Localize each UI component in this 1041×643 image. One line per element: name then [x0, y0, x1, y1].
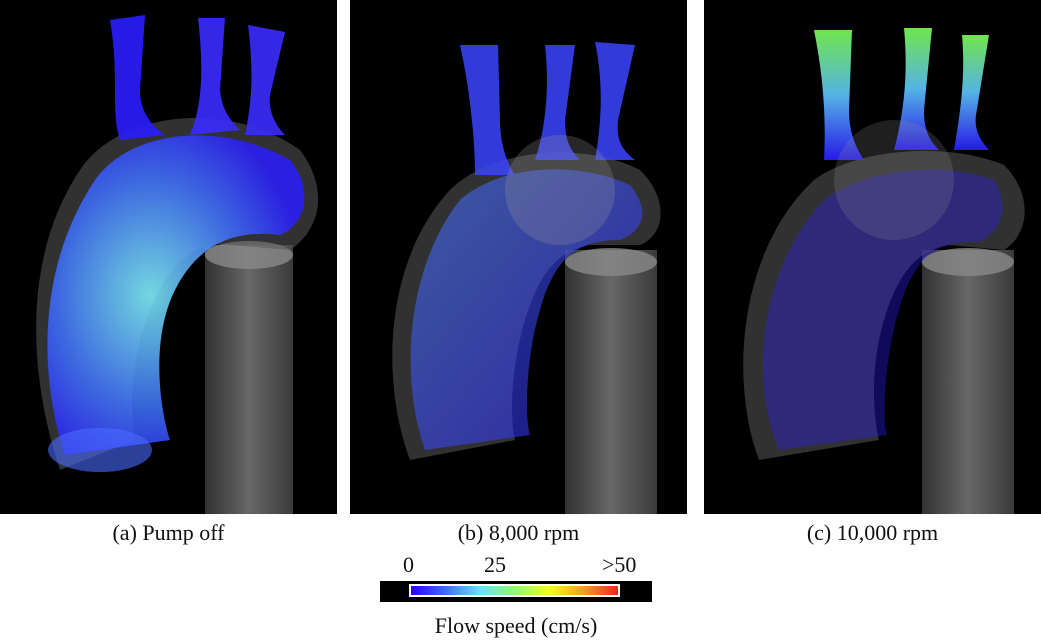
- simulation-panel-pump-off: [0, 0, 337, 514]
- descending-aorta: [205, 245, 293, 514]
- caption-8000-rpm: (b) 8,000 rpm: [457, 520, 580, 545]
- branch-vessel-2: [190, 18, 240, 135]
- legend-tick-min: 0: [403, 552, 414, 577]
- legend-title: Flow speed (cm/s): [434, 613, 598, 638]
- caption-pump-off: (a) Pump off: [112, 520, 225, 545]
- simulation-panel-8000-rpm: [350, 0, 687, 514]
- aorta-render-10000-rpm: [743, 28, 1025, 514]
- colorbar: [409, 584, 620, 597]
- branch-vessel-1: [110, 15, 165, 140]
- flow-field: [47, 135, 305, 455]
- legend-tick-mid: 25: [484, 552, 506, 577]
- color-legend: 0 25 >50 Flow speed (cm/s): [380, 552, 652, 643]
- aorta-render-8000-rpm: [392, 42, 661, 514]
- legend-tick-max: >50: [602, 552, 637, 577]
- caption-10000-rpm: (c) 10,000 rpm: [806, 520, 939, 545]
- branch-vessel-3: [245, 25, 285, 135]
- colorbar-frame: [380, 581, 652, 602]
- aorta-render-pump-off: [36, 15, 319, 514]
- simulation-panel-10000-rpm: [704, 0, 1041, 514]
